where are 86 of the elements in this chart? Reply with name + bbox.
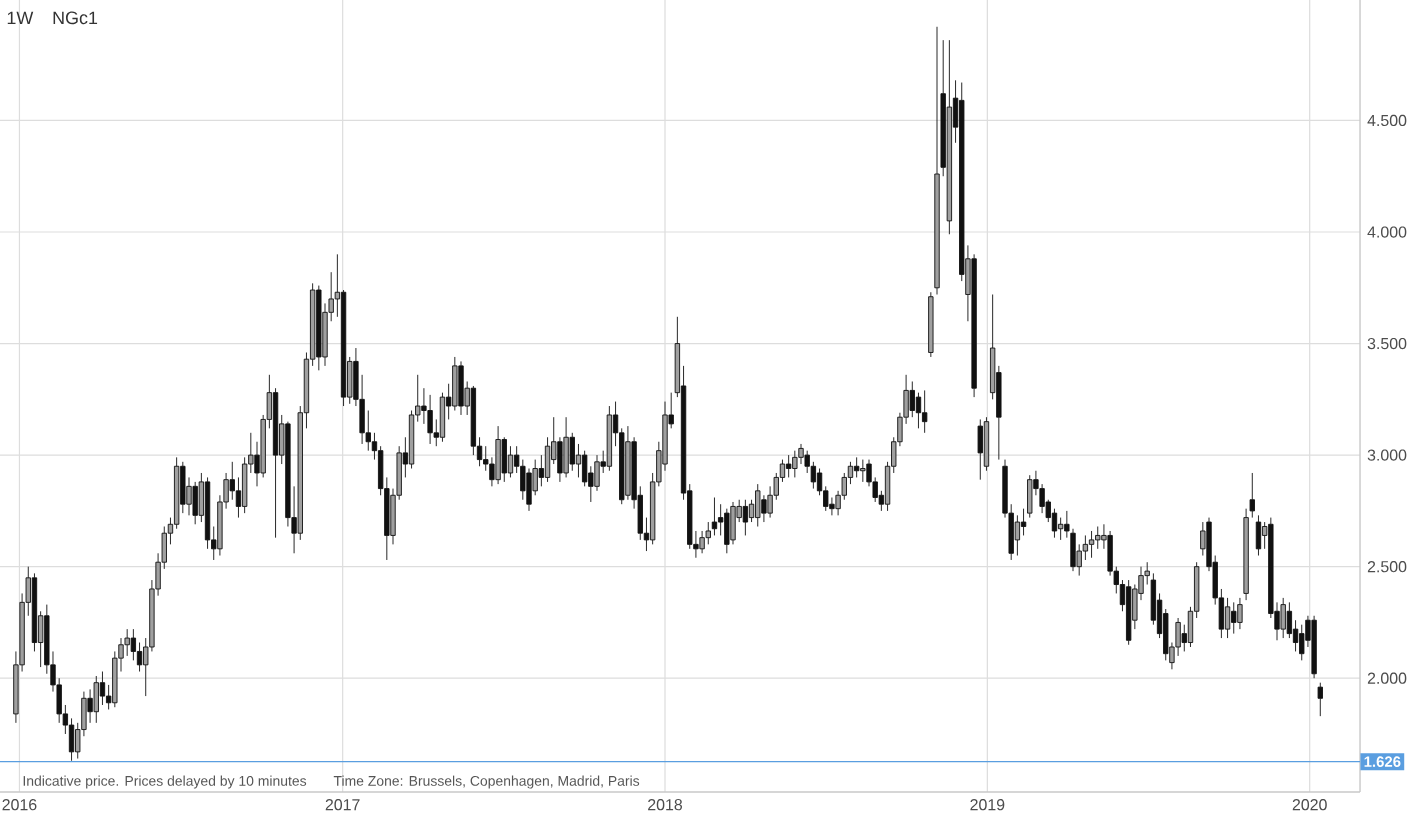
candlestick xyxy=(569,432,575,472)
candlestick xyxy=(1107,530,1113,577)
candlestick xyxy=(1231,601,1237,635)
candlestick xyxy=(983,416,990,472)
candlestick xyxy=(136,642,143,672)
candlestick xyxy=(458,360,464,416)
candlestick xyxy=(124,628,130,657)
candlestick xyxy=(934,26,940,295)
candlestick xyxy=(1175,617,1181,657)
candlestick xyxy=(755,483,761,527)
candlestick xyxy=(1088,530,1095,559)
candlestick xyxy=(1125,579,1132,646)
candlestick xyxy=(711,497,718,536)
candlestick xyxy=(594,454,600,492)
candlestick xyxy=(483,445,489,472)
candlestick xyxy=(1095,526,1101,550)
candlestick xyxy=(526,468,532,512)
candlestick xyxy=(860,459,866,483)
candlestick xyxy=(606,405,613,472)
candlestick xyxy=(946,39,953,235)
candlestick xyxy=(575,443,582,478)
candlestick xyxy=(829,497,835,516)
candlestick xyxy=(1255,514,1262,556)
candlestick xyxy=(928,291,934,358)
candlestick xyxy=(87,688,93,724)
candlestick xyxy=(241,456,248,514)
candlestick xyxy=(99,671,106,706)
candlestick xyxy=(204,476,211,550)
candlestick xyxy=(31,572,38,652)
candlestick xyxy=(798,443,804,465)
candlestick xyxy=(452,356,458,411)
candlestick xyxy=(563,416,569,478)
candlestick xyxy=(173,456,180,530)
candlestick xyxy=(1150,572,1157,626)
candlestick xyxy=(229,461,235,501)
candlestick xyxy=(544,436,551,483)
candlestick xyxy=(1280,597,1286,639)
candlestick xyxy=(1027,474,1033,519)
candlestick xyxy=(1292,619,1299,652)
chart-subtitle: NGc1 xyxy=(53,11,98,25)
candlestick xyxy=(1051,508,1058,539)
candlestick xyxy=(192,481,198,525)
candlestick xyxy=(971,253,977,398)
candlestick xyxy=(130,628,137,661)
candlestick xyxy=(340,289,347,407)
candlestick xyxy=(841,472,847,501)
candlestick xyxy=(853,456,860,478)
candlestick xyxy=(705,521,711,545)
candlestick xyxy=(1057,517,1064,541)
candlestick xyxy=(921,389,928,434)
candlestick xyxy=(785,454,792,478)
candlestick xyxy=(730,501,736,545)
candlestick xyxy=(1299,624,1305,661)
candlestick xyxy=(1039,483,1045,514)
candlestick xyxy=(761,494,767,523)
candlestick xyxy=(408,410,415,469)
candlestick xyxy=(520,459,526,501)
candlestick xyxy=(742,499,749,536)
candlestick xyxy=(915,392,922,429)
candlestick xyxy=(316,285,322,371)
candlestick xyxy=(1311,615,1317,679)
candlestick xyxy=(625,425,631,501)
candlestick xyxy=(792,450,798,478)
candlestick xyxy=(1082,534,1089,561)
candlestick xyxy=(495,425,501,485)
candlestick xyxy=(68,717,75,762)
candlestick xyxy=(1286,601,1293,639)
candlestick xyxy=(1224,597,1231,639)
candlestick xyxy=(767,485,773,519)
candlestick xyxy=(724,508,730,554)
candlestick xyxy=(285,421,291,527)
candlestick xyxy=(977,418,983,481)
candlestick xyxy=(470,385,477,456)
candlestick xyxy=(93,675,99,724)
candlestick xyxy=(538,454,545,487)
candlestick xyxy=(1070,528,1076,572)
candlestick xyxy=(1014,514,1021,556)
candlestick xyxy=(112,651,118,708)
chart-title: 1W xyxy=(7,11,34,24)
candlestick xyxy=(427,394,433,445)
candlestick xyxy=(1237,597,1243,630)
candlestick xyxy=(699,530,705,554)
candlestick xyxy=(439,392,446,443)
candlestick xyxy=(909,381,915,418)
candlestick xyxy=(1317,682,1323,717)
candlestick xyxy=(810,461,817,490)
